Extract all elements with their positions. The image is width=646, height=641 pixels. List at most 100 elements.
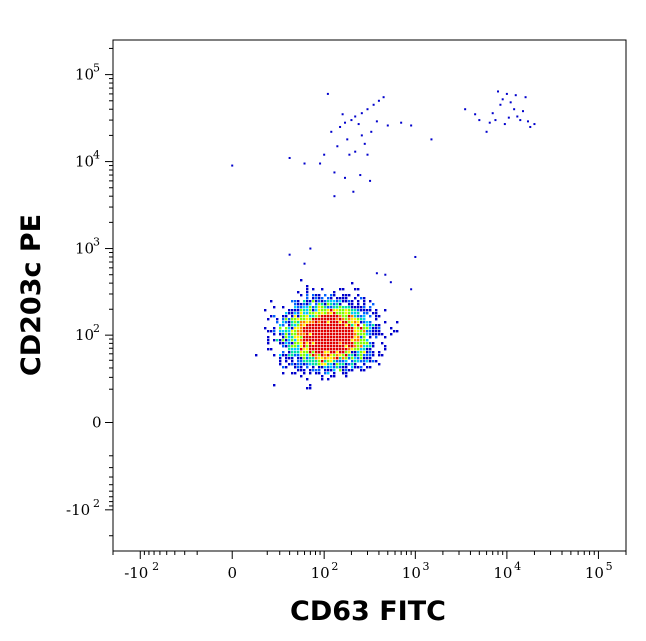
event-dot [348, 153, 351, 156]
event-density-cell [339, 324, 342, 327]
event-density-cell [324, 312, 327, 315]
event-density-cell [360, 297, 363, 300]
event-density-cell [363, 303, 366, 306]
event-density-cell [294, 354, 297, 357]
event-density-cell [375, 336, 378, 339]
event-density-cell [291, 312, 294, 315]
event-density-cell [354, 309, 357, 312]
event-density-cell [315, 303, 318, 306]
event-density-cell [342, 324, 345, 327]
event-density-cell [366, 351, 369, 354]
event-density-cell [351, 327, 354, 330]
event-density-cell [384, 345, 387, 348]
x-tick-label: 10 [585, 564, 604, 582]
event-density-cell [321, 318, 324, 321]
x-tick-label: 0 [227, 564, 237, 582]
event-density-cell [333, 336, 336, 339]
event-density-cell [282, 330, 285, 333]
event-density-cell [342, 330, 345, 333]
event-density-cell [339, 330, 342, 333]
event-density-cell [267, 348, 270, 351]
x-tick-label: 10 [402, 564, 421, 582]
event-density-cell [297, 345, 300, 348]
event-density-cell [336, 345, 339, 348]
event-dot [430, 138, 433, 141]
event-density-cell [336, 312, 339, 315]
x-tick-exponent: 4 [514, 560, 521, 573]
event-density-cell [345, 354, 348, 357]
event-density-cell [384, 336, 387, 339]
event-density-cell [318, 306, 321, 309]
event-density-cell [297, 342, 300, 345]
event-density-cell [306, 306, 309, 309]
event-density-cell [330, 369, 333, 372]
event-density-cell [303, 321, 306, 324]
event-density-cell [288, 339, 291, 342]
event-density-cell [315, 369, 318, 372]
event-density-cell [342, 372, 345, 375]
event-density-cell [267, 342, 270, 345]
event-density-cell [312, 339, 315, 342]
event-density-cell [330, 306, 333, 309]
event-density-cell [297, 336, 300, 339]
event-density-cell [324, 348, 327, 351]
event-density-cell [321, 312, 324, 315]
event-density-cell [285, 321, 288, 324]
event-density-cell [324, 300, 327, 303]
event-density-cell [366, 357, 369, 360]
event-density-cell [327, 342, 330, 345]
event-density-cell [315, 354, 318, 357]
event-density-cell [360, 369, 363, 372]
event-density-cell [291, 354, 294, 357]
event-density-cell [366, 333, 369, 336]
event-density-cell [351, 345, 354, 348]
event-density-cell [297, 291, 300, 294]
event-density-cell [327, 357, 330, 360]
event-density-cell [333, 369, 336, 372]
event-density-cell [321, 327, 324, 330]
event-density-cell [333, 294, 336, 297]
event-density-cell [309, 339, 312, 342]
event-density-cell [279, 333, 282, 336]
event-density-cell [348, 324, 351, 327]
event-density-cell [273, 315, 276, 318]
event-density-cell [381, 333, 384, 336]
event-density-cell [330, 300, 333, 303]
event-density-cell [306, 285, 309, 288]
event-density-cell [336, 333, 339, 336]
event-density-cell [321, 345, 324, 348]
event-density-cell [303, 360, 306, 363]
event-density-cell [306, 303, 309, 306]
event-density-cell [315, 300, 318, 303]
event-density-cell [342, 360, 345, 363]
event-density-cell [336, 300, 339, 303]
event-density-cell [342, 342, 345, 345]
event-density-cell [291, 321, 294, 324]
x-tick-exponent: 2 [152, 560, 159, 573]
event-density-cell [342, 363, 345, 366]
event-density-cell [324, 333, 327, 336]
event-density-cell [339, 369, 342, 372]
event-density-cell [324, 360, 327, 363]
event-density-cell [354, 342, 357, 345]
event-dot [485, 130, 488, 133]
event-density-cell [330, 351, 333, 354]
event-density-cell [357, 354, 360, 357]
event-density-cell [306, 387, 309, 390]
y-tick-label: 10 [75, 66, 94, 84]
event-density-cell [366, 354, 369, 357]
event-density-cell [327, 378, 330, 381]
event-density-cell [303, 369, 306, 372]
event-density-cell [372, 312, 375, 315]
event-density-cell [279, 324, 282, 327]
event-density-cell [324, 315, 327, 318]
event-density-cell [312, 345, 315, 348]
event-density-cell [360, 309, 363, 312]
event-density-cell [312, 306, 315, 309]
event-density-cell [327, 303, 330, 306]
event-density-cell [351, 357, 354, 360]
event-density-cell [303, 309, 306, 312]
y-tick-label: 0 [92, 413, 102, 431]
event-density-cell [372, 351, 375, 354]
event-density-cell [333, 357, 336, 360]
